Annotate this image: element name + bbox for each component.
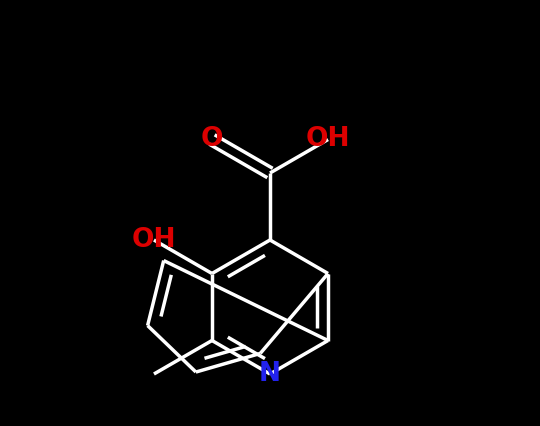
- Text: O: O: [201, 127, 223, 153]
- Text: OH: OH: [306, 127, 350, 153]
- Text: N: N: [259, 361, 281, 387]
- Text: OH: OH: [132, 227, 176, 253]
